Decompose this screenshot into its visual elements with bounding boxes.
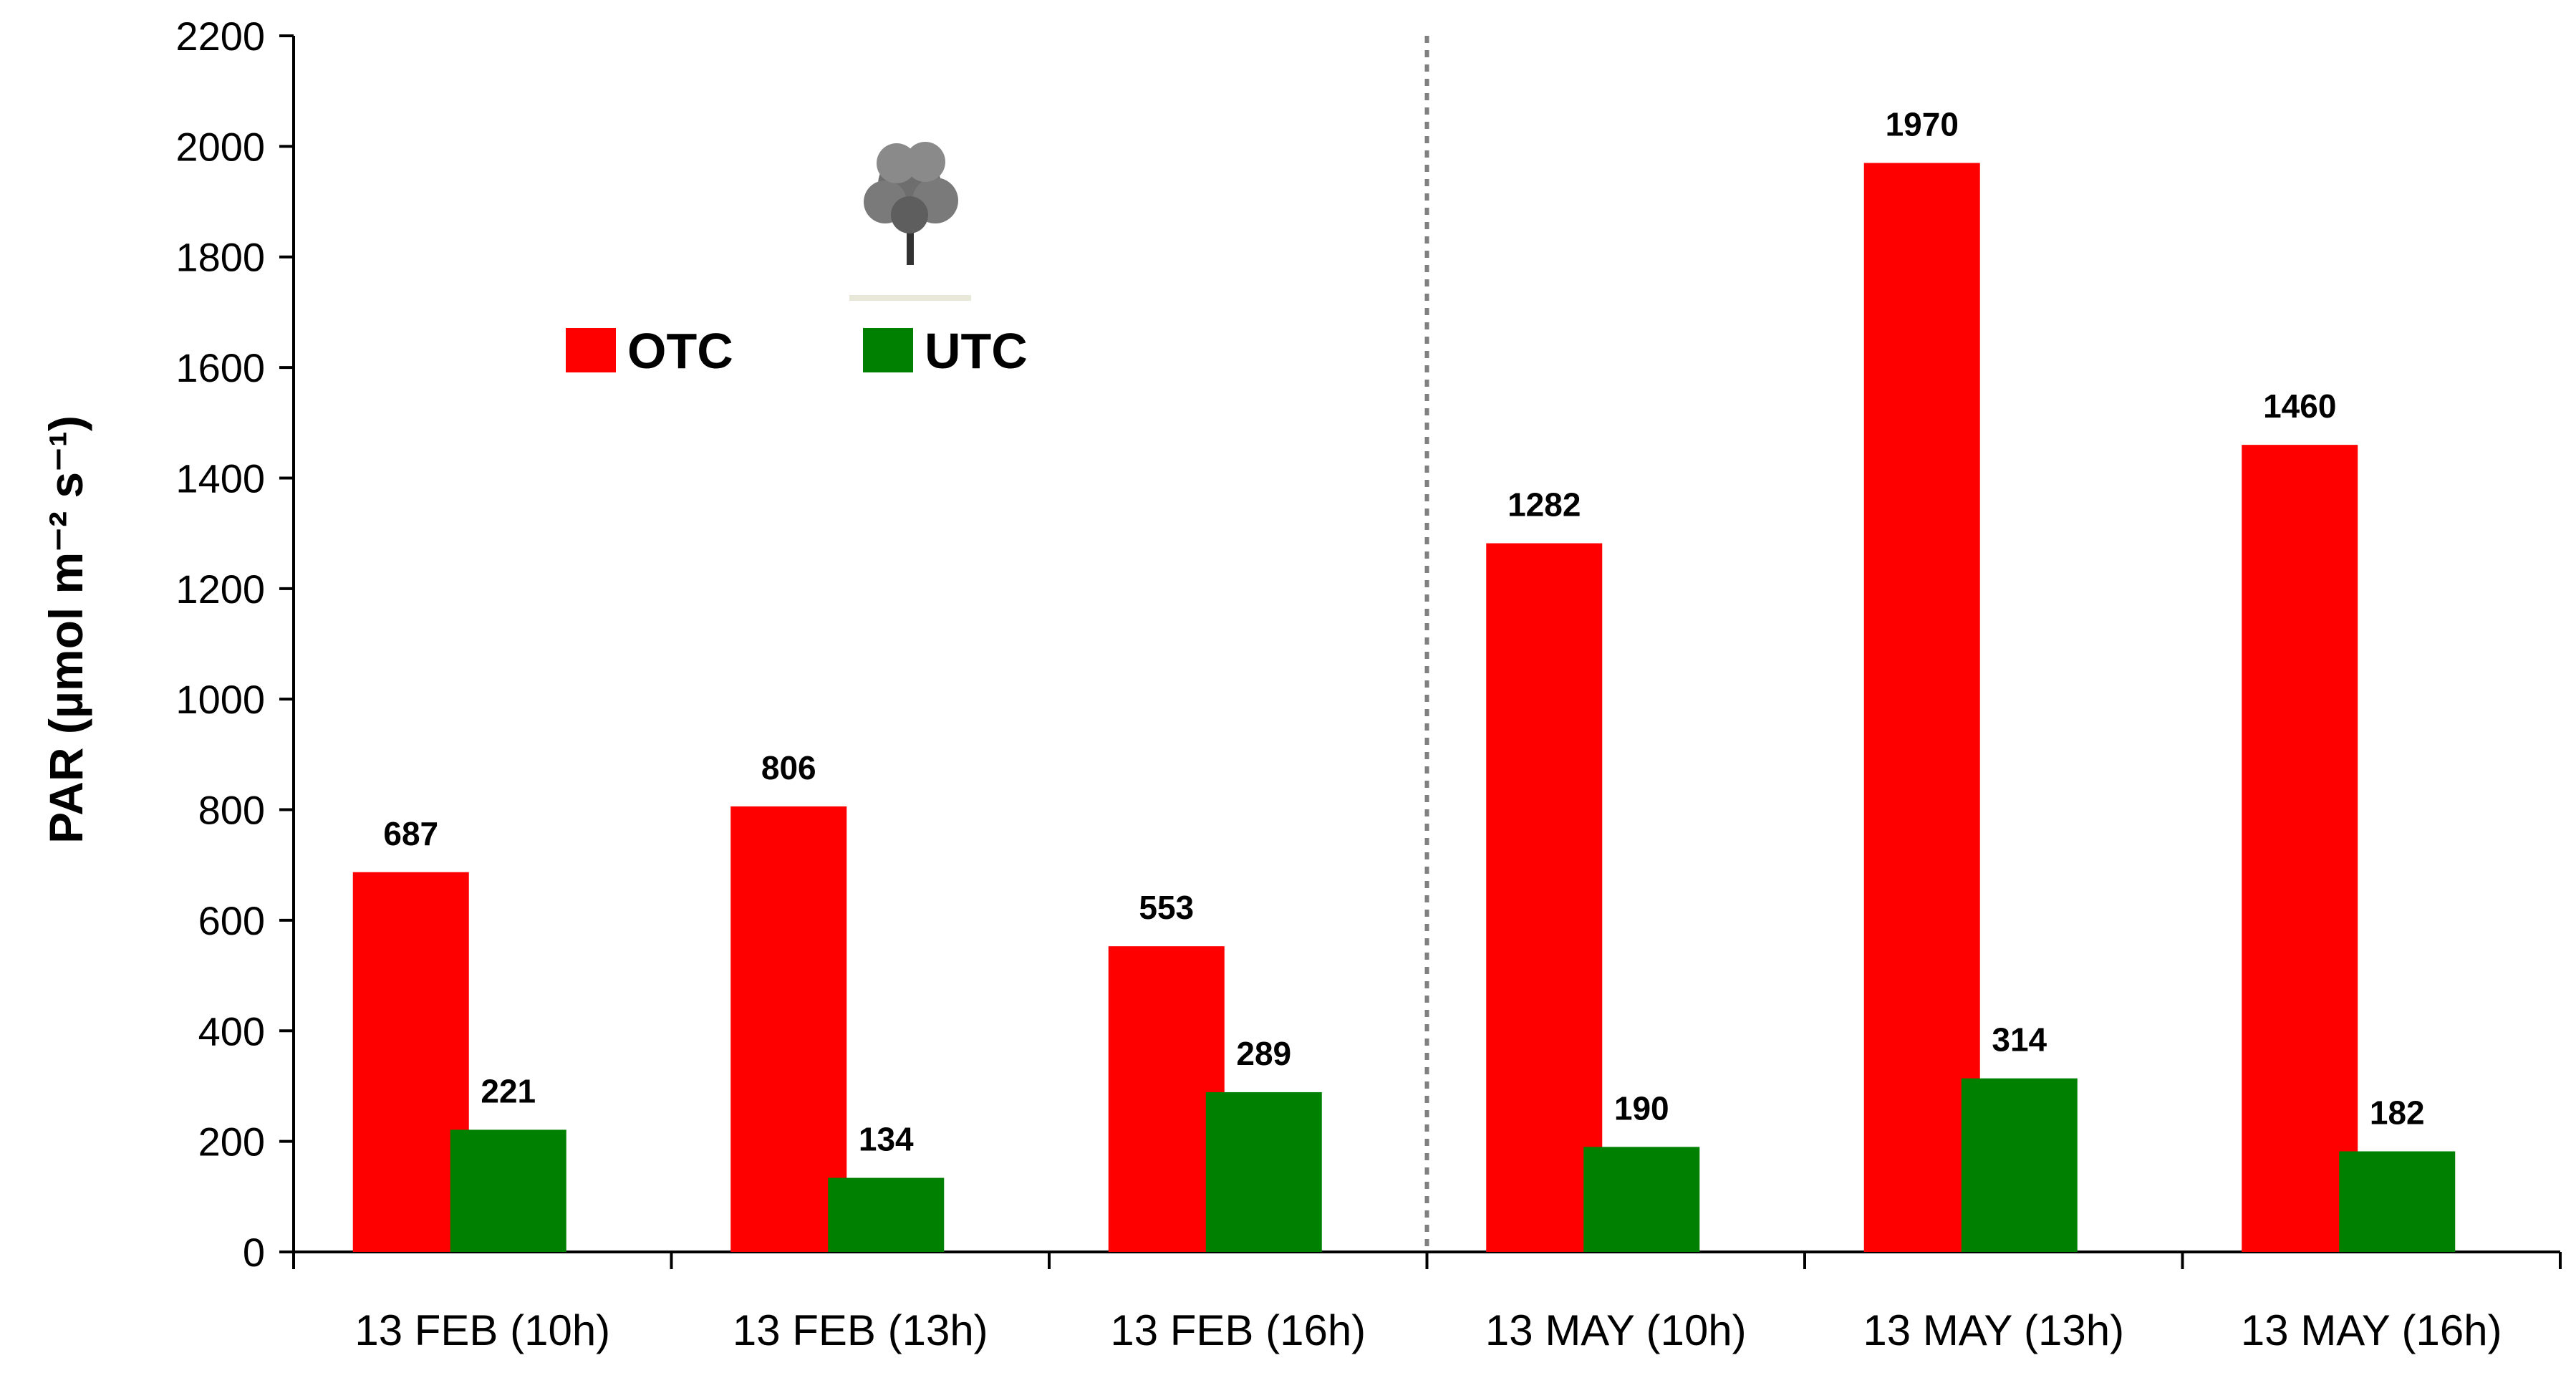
data-label-otc: 1970 (1886, 106, 1959, 143)
y-tick-label: 600 (198, 898, 265, 943)
y-tick-label: 800 (198, 788, 265, 833)
legend-swatch-otc (566, 328, 616, 372)
bar-otc (1486, 543, 1603, 1252)
data-label-utc: 314 (1992, 1021, 2047, 1059)
y-tick-label: 1000 (175, 677, 265, 722)
data-label-otc: 1460 (2263, 387, 2336, 425)
data-label-utc: 190 (1614, 1089, 1669, 1127)
data-labels: 687 806 553 1282 1970 1460 221 134 289 190 314 182 (383, 106, 2424, 1158)
bar-utc (2339, 1151, 2456, 1252)
y-tick-label: 200 (198, 1119, 265, 1165)
x-tick-label: 13 MAY (10h) (1485, 1306, 1747, 1354)
tree-icon (849, 142, 971, 301)
y-tick-label: 2200 (175, 14, 265, 59)
bar-otc (2242, 445, 2358, 1252)
y-tick-label: 1200 (175, 567, 265, 612)
data-label-utc: 221 (481, 1072, 536, 1109)
legend-label-otc: OTC (627, 323, 733, 379)
y-tick-label: 0 (243, 1230, 265, 1275)
bars (352, 163, 2456, 1252)
y-tick-label: 400 (198, 1008, 265, 1054)
data-label-utc: 289 (1236, 1035, 1291, 1072)
x-tick-label: 13 FEB (10h) (354, 1306, 610, 1354)
data-label-otc: 1282 (1508, 486, 1581, 524)
bar-utc (1961, 1078, 2078, 1252)
data-label-otc: 806 (761, 749, 816, 786)
data-label-utc: 134 (859, 1121, 914, 1158)
x-tick-label: 13 MAY (16h) (2241, 1306, 2502, 1354)
bar-otc (1863, 163, 1980, 1252)
x-axis: 13 FEB (10h) 13 FEB (13h) 13 FEB (16h) 13 M… (292, 1251, 2562, 1354)
y-tick-label: 1600 (175, 345, 265, 390)
data-label-otc: 687 (383, 815, 438, 852)
bar-otc (352, 872, 469, 1252)
y-axis: 0 200 400 600 800 1000 1200 1400 1600 1800 2000 220… (175, 14, 295, 1275)
data-label-utc: 182 (2370, 1094, 2425, 1132)
data-label-otc: 553 (1139, 889, 1194, 926)
x-tick-label: 13 FEB (13h) (733, 1306, 988, 1354)
legend: OTC UTC (566, 323, 1028, 379)
bar-utc (1205, 1092, 1322, 1252)
x-tick-label: 13 FEB (16h) (1110, 1306, 1366, 1354)
y-axis-label: PAR (µmol m⁻² s⁻¹) (39, 415, 92, 844)
bar-utc (450, 1129, 566, 1252)
bar-utc (828, 1177, 945, 1252)
y-tick-label: 1400 (175, 456, 265, 501)
y-tick-label: 2000 (175, 124, 265, 169)
legend-swatch-utc (863, 328, 913, 372)
y-tick-label: 1800 (175, 235, 265, 280)
bar-otc (1108, 946, 1225, 1252)
x-tick-label: 13 MAY (13h) (1863, 1306, 2124, 1354)
legend-label-utc: UTC (925, 323, 1028, 379)
bar-utc (1583, 1147, 1700, 1252)
bar-otc (730, 806, 847, 1252)
